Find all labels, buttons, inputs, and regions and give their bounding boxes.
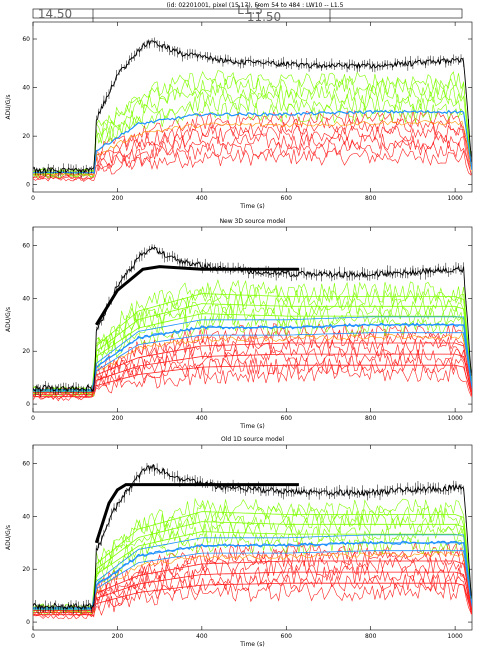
x-tick-label: 400 bbox=[196, 195, 208, 202]
green-trace bbox=[33, 101, 472, 179]
red-trace bbox=[33, 139, 472, 181]
green-trace bbox=[33, 84, 472, 176]
red-model bbox=[33, 353, 472, 395]
red-trace bbox=[33, 323, 472, 394]
header-mark-right: 11.50 bbox=[247, 10, 281, 24]
chart-title: Old 1D source model bbox=[221, 436, 284, 443]
x-tick-label: 400 bbox=[196, 415, 208, 422]
red-model bbox=[33, 364, 472, 398]
red-trace bbox=[33, 116, 472, 177]
x-tick-label: 800 bbox=[365, 633, 377, 640]
y-axis-label: ADU/G/s bbox=[5, 95, 12, 120]
x-tick-label: 200 bbox=[112, 633, 124, 640]
green-model bbox=[33, 313, 472, 393]
data-series bbox=[33, 38, 472, 174]
blue-trace bbox=[33, 109, 472, 174]
data-series bbox=[33, 464, 472, 611]
green-trace bbox=[33, 497, 472, 610]
x-tick-label: 200 bbox=[112, 415, 124, 422]
green-trace bbox=[33, 70, 472, 175]
y-tick-label: 60 bbox=[22, 461, 30, 468]
y-tick-label: 0 bbox=[26, 401, 30, 408]
plot-area bbox=[33, 244, 472, 402]
red-trace bbox=[33, 541, 472, 612]
orange-trace bbox=[33, 120, 472, 176]
plot-frame bbox=[32, 226, 473, 413]
red-trace bbox=[33, 147, 472, 182]
x-tick-label: 0 bbox=[31, 195, 35, 202]
green-model bbox=[33, 521, 472, 610]
y-axis-label: ADU/G/s bbox=[5, 525, 12, 550]
chart-header: (id: 02201001, pixel (15,17), From 54 to… bbox=[32, 2, 463, 24]
plot-frame bbox=[32, 444, 473, 631]
green-model bbox=[33, 303, 472, 392]
green-model bbox=[33, 531, 472, 611]
green-trace bbox=[33, 279, 472, 393]
red-trace bbox=[33, 347, 472, 399]
y-tick-label: 0 bbox=[26, 619, 30, 626]
green-trace bbox=[33, 503, 472, 611]
y-tick-label: 20 bbox=[22, 566, 30, 573]
red-trace bbox=[33, 582, 472, 620]
header-mark-left: 14.50 bbox=[38, 7, 72, 21]
green-trace bbox=[33, 313, 472, 397]
x-tick-label: 600 bbox=[281, 415, 293, 422]
x-tick-label: 0 bbox=[31, 633, 35, 640]
red-model bbox=[33, 571, 472, 613]
x-tick-label: 800 bbox=[365, 195, 377, 202]
green-trace bbox=[33, 76, 472, 176]
x-tick-label: 200 bbox=[112, 195, 124, 202]
green-model bbox=[33, 511, 472, 608]
blue-trace bbox=[33, 322, 472, 393]
x-tick-label: 800 bbox=[365, 415, 377, 422]
red-trace bbox=[33, 132, 472, 180]
blue-model bbox=[33, 332, 472, 393]
plot-area bbox=[33, 37, 472, 182]
red-model bbox=[33, 342, 472, 393]
x-tick-label: 1000 bbox=[447, 195, 462, 202]
y-tick-label: 60 bbox=[22, 243, 30, 250]
orange-trace bbox=[33, 333, 472, 394]
green-trace bbox=[33, 286, 472, 394]
y-tick-label: 20 bbox=[22, 133, 30, 140]
plot-area bbox=[33, 462, 472, 620]
chart-panel-1: 0 200 400 600 800 1000 0 20 40 60 Time (s) ADU/G/s bbox=[5, 21, 473, 210]
x-tick-label: 400 bbox=[196, 633, 208, 640]
blue-model bbox=[33, 534, 472, 608]
blue-model bbox=[33, 316, 472, 390]
x-tick-label: 600 bbox=[281, 195, 293, 202]
y-tick-label: 40 bbox=[22, 295, 30, 302]
x-axis-label: Time (s) bbox=[239, 641, 264, 648]
red-trace bbox=[33, 573, 472, 618]
y-tick-label: 60 bbox=[22, 36, 30, 43]
blue-model bbox=[33, 550, 472, 611]
x-tick-label: 1000 bbox=[447, 415, 462, 422]
x-axis-label: Time (s) bbox=[239, 423, 264, 430]
red-model bbox=[33, 582, 472, 616]
chart-panel-2: New 3D source model 0 200 400 600 800 1000 0 20 4… bbox=[5, 218, 473, 430]
x-tick-label: 0 bbox=[31, 415, 35, 422]
green-model bbox=[33, 293, 472, 390]
chart-panel-3: Old 1D source model 0 200 400 600 800 1000 0 20 4… bbox=[5, 436, 473, 648]
model-fit-line bbox=[94, 483, 299, 544]
header-mark-mid: L1.5 bbox=[237, 3, 263, 17]
x-tick-label: 600 bbox=[281, 633, 293, 640]
x-axis-label: Time (s) bbox=[239, 203, 264, 210]
y-tick-label: 40 bbox=[22, 513, 30, 520]
model-fit-line bbox=[95, 265, 299, 326]
red-trace bbox=[33, 565, 472, 617]
x-tick-label: 1000 bbox=[447, 633, 462, 640]
header-box bbox=[32, 8, 463, 19]
chart-title: New 3D source model bbox=[220, 218, 286, 225]
y-tick-label: 20 bbox=[22, 348, 30, 355]
plot-frame bbox=[32, 21, 473, 193]
header-line1: (id: 02201001, pixel (15,17), From 54 to… bbox=[167, 2, 344, 9]
blue-model bbox=[33, 542, 472, 610]
red-model bbox=[33, 560, 472, 611]
y-tick-label: 0 bbox=[26, 182, 30, 189]
y-axis-label: ADU/G/s bbox=[5, 307, 12, 332]
blue-model bbox=[33, 324, 472, 392]
y-tick-label: 40 bbox=[22, 85, 30, 92]
